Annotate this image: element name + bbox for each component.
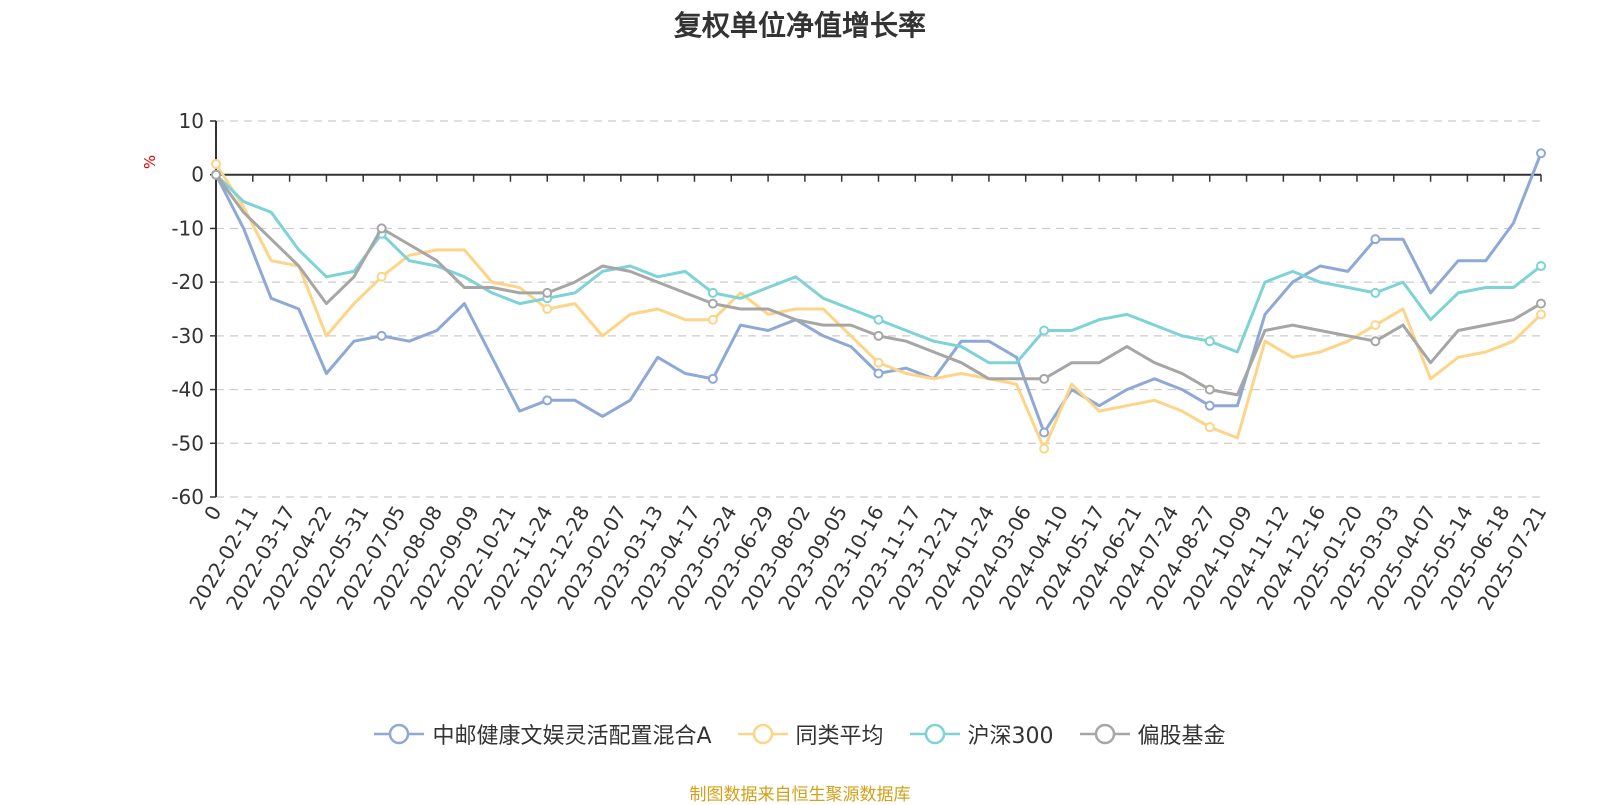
series-0 xyxy=(211,148,1546,438)
data-point xyxy=(1039,373,1050,384)
y-tick-label: -60 xyxy=(171,485,204,509)
legend-item[interactable]: 偏股基金 xyxy=(1079,718,1226,750)
data-point xyxy=(707,373,718,384)
line-chart: 100-10-20-30-40-50-6002022-02-112022-03-… xyxy=(141,109,1551,614)
series-line xyxy=(214,152,1543,434)
y-tick-label: -50 xyxy=(171,431,204,455)
legend-swatch xyxy=(909,723,960,745)
legend-item[interactable]: 中邮健康文娱灵活配置混合A xyxy=(374,718,712,750)
data-point xyxy=(1370,234,1381,245)
legend-label: 同类平均 xyxy=(795,724,884,749)
y-tick-label: -30 xyxy=(171,324,204,348)
data-point xyxy=(873,330,884,341)
data-point xyxy=(1204,400,1215,411)
data-point xyxy=(1039,325,1050,336)
legend-swatch xyxy=(737,723,788,745)
data-point xyxy=(707,314,718,325)
data-point xyxy=(376,223,387,234)
series-3 xyxy=(211,169,1546,397)
data-point xyxy=(1536,148,1546,159)
y-tick-label: -20 xyxy=(171,270,204,294)
data-point xyxy=(1370,287,1381,298)
data-point xyxy=(707,298,718,309)
data-point xyxy=(1204,384,1215,395)
data-point xyxy=(211,158,221,169)
data-point xyxy=(542,304,553,314)
legend-swatch xyxy=(1079,723,1130,745)
data-point xyxy=(873,314,884,325)
legend-item[interactable]: 同类平均 xyxy=(737,718,884,750)
data-point xyxy=(707,287,718,298)
data-point xyxy=(376,330,387,341)
y-tick-label: -10 xyxy=(171,216,204,240)
data-point xyxy=(1039,427,1050,438)
source-note: 制图数据来自恒生聚源数据库 xyxy=(689,785,911,805)
legend-label: 沪深300 xyxy=(967,724,1054,749)
legend-swatch xyxy=(374,723,425,745)
data-point xyxy=(873,357,884,368)
data-point xyxy=(211,169,221,180)
axes: 100-10-20-30-40-50-6002022-02-112022-03-… xyxy=(171,109,1551,614)
series-lines xyxy=(211,148,1546,454)
data-point xyxy=(542,287,553,298)
y-tick-label: 0 xyxy=(191,163,204,187)
y-tick-label: 10 xyxy=(179,109,204,133)
y-tick-label: -40 xyxy=(171,378,204,402)
data-point xyxy=(1204,422,1215,433)
chart-title: 复权单位净值增长率 xyxy=(673,9,926,42)
x-tick-label: 0 xyxy=(199,502,226,525)
data-point xyxy=(376,271,387,282)
y-axis-unit: % xyxy=(141,155,159,169)
data-point xyxy=(1204,336,1215,347)
legend-item[interactable]: 沪深300 xyxy=(909,718,1054,750)
data-point xyxy=(873,368,884,379)
data-point xyxy=(1370,320,1381,331)
legend-label: 偏股基金 xyxy=(1137,724,1226,749)
series-1 xyxy=(211,158,1546,454)
data-point xyxy=(1039,443,1050,454)
data-point xyxy=(1536,261,1546,272)
data-point xyxy=(1536,298,1546,309)
data-point xyxy=(1370,336,1381,347)
series-line xyxy=(214,163,1543,451)
legend: 中邮健康文娱灵活配置混合A 同类平均 沪深300 偏股基金 xyxy=(0,718,1600,750)
data-point xyxy=(1536,309,1546,320)
data-point xyxy=(542,395,553,406)
legend-label: 中邮健康文娱灵活配置混合A xyxy=(432,724,712,749)
